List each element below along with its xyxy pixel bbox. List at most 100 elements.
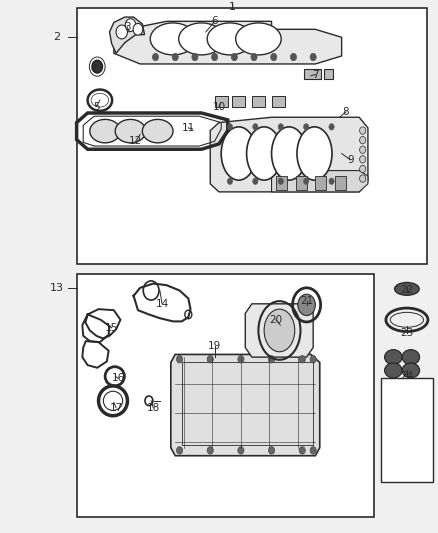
Circle shape: [192, 53, 198, 61]
Bar: [324, 69, 333, 79]
Text: 14: 14: [155, 299, 169, 309]
Bar: [215, 96, 228, 107]
Ellipse shape: [133, 23, 143, 35]
Ellipse shape: [402, 350, 420, 365]
Bar: [315, 176, 326, 190]
Circle shape: [360, 127, 366, 134]
Circle shape: [212, 53, 218, 61]
Bar: [232, 96, 245, 107]
Ellipse shape: [272, 127, 307, 180]
Circle shape: [227, 124, 233, 130]
Bar: [272, 96, 285, 107]
Circle shape: [310, 53, 316, 61]
Circle shape: [329, 178, 334, 184]
Circle shape: [231, 53, 237, 61]
Circle shape: [268, 447, 275, 454]
Circle shape: [360, 146, 366, 154]
Bar: [182, 362, 313, 445]
Circle shape: [172, 53, 178, 61]
Circle shape: [177, 356, 183, 363]
Text: 8: 8: [343, 107, 350, 117]
Circle shape: [92, 60, 102, 73]
Circle shape: [227, 178, 233, 184]
Bar: [252, 96, 265, 107]
Bar: [296, 176, 307, 190]
Circle shape: [304, 178, 309, 184]
Circle shape: [360, 136, 366, 144]
Circle shape: [177, 447, 183, 454]
Circle shape: [360, 156, 366, 163]
Circle shape: [253, 124, 258, 130]
Circle shape: [304, 124, 309, 130]
Text: 17: 17: [110, 403, 123, 413]
Circle shape: [253, 178, 258, 184]
Ellipse shape: [207, 23, 253, 55]
Circle shape: [251, 53, 257, 61]
Ellipse shape: [115, 119, 146, 143]
Text: 5: 5: [93, 102, 100, 111]
Circle shape: [299, 356, 305, 363]
Text: 22: 22: [401, 286, 414, 295]
Ellipse shape: [298, 294, 315, 316]
Ellipse shape: [264, 309, 295, 352]
Ellipse shape: [116, 25, 127, 39]
Ellipse shape: [221, 127, 256, 180]
Ellipse shape: [297, 127, 332, 180]
Text: 10: 10: [212, 102, 226, 111]
Text: 2: 2: [53, 33, 60, 42]
Polygon shape: [272, 171, 368, 192]
Polygon shape: [210, 117, 368, 192]
Ellipse shape: [247, 127, 282, 180]
Ellipse shape: [150, 23, 196, 55]
Circle shape: [360, 175, 366, 182]
Circle shape: [271, 53, 277, 61]
Text: 6: 6: [211, 17, 218, 26]
Ellipse shape: [179, 23, 224, 55]
Text: 21: 21: [300, 296, 313, 306]
Text: 24: 24: [401, 371, 414, 381]
Bar: [77, 274, 374, 517]
Circle shape: [278, 178, 283, 184]
Circle shape: [152, 53, 159, 61]
Text: 13: 13: [50, 283, 64, 293]
Circle shape: [299, 447, 305, 454]
Text: 1: 1: [229, 2, 236, 12]
Ellipse shape: [142, 119, 173, 143]
Text: 12: 12: [129, 136, 142, 146]
Ellipse shape: [90, 119, 120, 143]
Ellipse shape: [385, 350, 402, 365]
Text: 9: 9: [347, 155, 354, 165]
Circle shape: [360, 165, 366, 173]
Circle shape: [290, 53, 297, 61]
Text: 4: 4: [91, 64, 98, 74]
Circle shape: [268, 356, 275, 363]
Circle shape: [207, 356, 213, 363]
Circle shape: [310, 447, 316, 454]
Circle shape: [238, 447, 244, 454]
Text: 15: 15: [105, 323, 118, 333]
Circle shape: [329, 124, 334, 130]
Bar: [381, 378, 433, 482]
Ellipse shape: [236, 23, 281, 55]
Text: 18: 18: [147, 403, 160, 413]
Polygon shape: [245, 304, 313, 357]
Text: 19: 19: [208, 342, 221, 351]
Bar: [77, 8, 427, 264]
Circle shape: [310, 356, 316, 363]
Ellipse shape: [395, 282, 419, 295]
Ellipse shape: [402, 363, 420, 378]
Text: 11: 11: [182, 123, 195, 133]
Bar: [276, 176, 287, 190]
Ellipse shape: [385, 363, 402, 378]
Polygon shape: [171, 354, 320, 456]
Circle shape: [278, 124, 283, 130]
Text: 16: 16: [112, 374, 125, 383]
Polygon shape: [114, 21, 342, 64]
Text: 23: 23: [401, 328, 414, 338]
Text: 7: 7: [312, 70, 319, 79]
Bar: [335, 176, 346, 190]
Ellipse shape: [125, 19, 136, 31]
Circle shape: [207, 447, 213, 454]
Polygon shape: [110, 17, 145, 53]
Circle shape: [238, 356, 244, 363]
